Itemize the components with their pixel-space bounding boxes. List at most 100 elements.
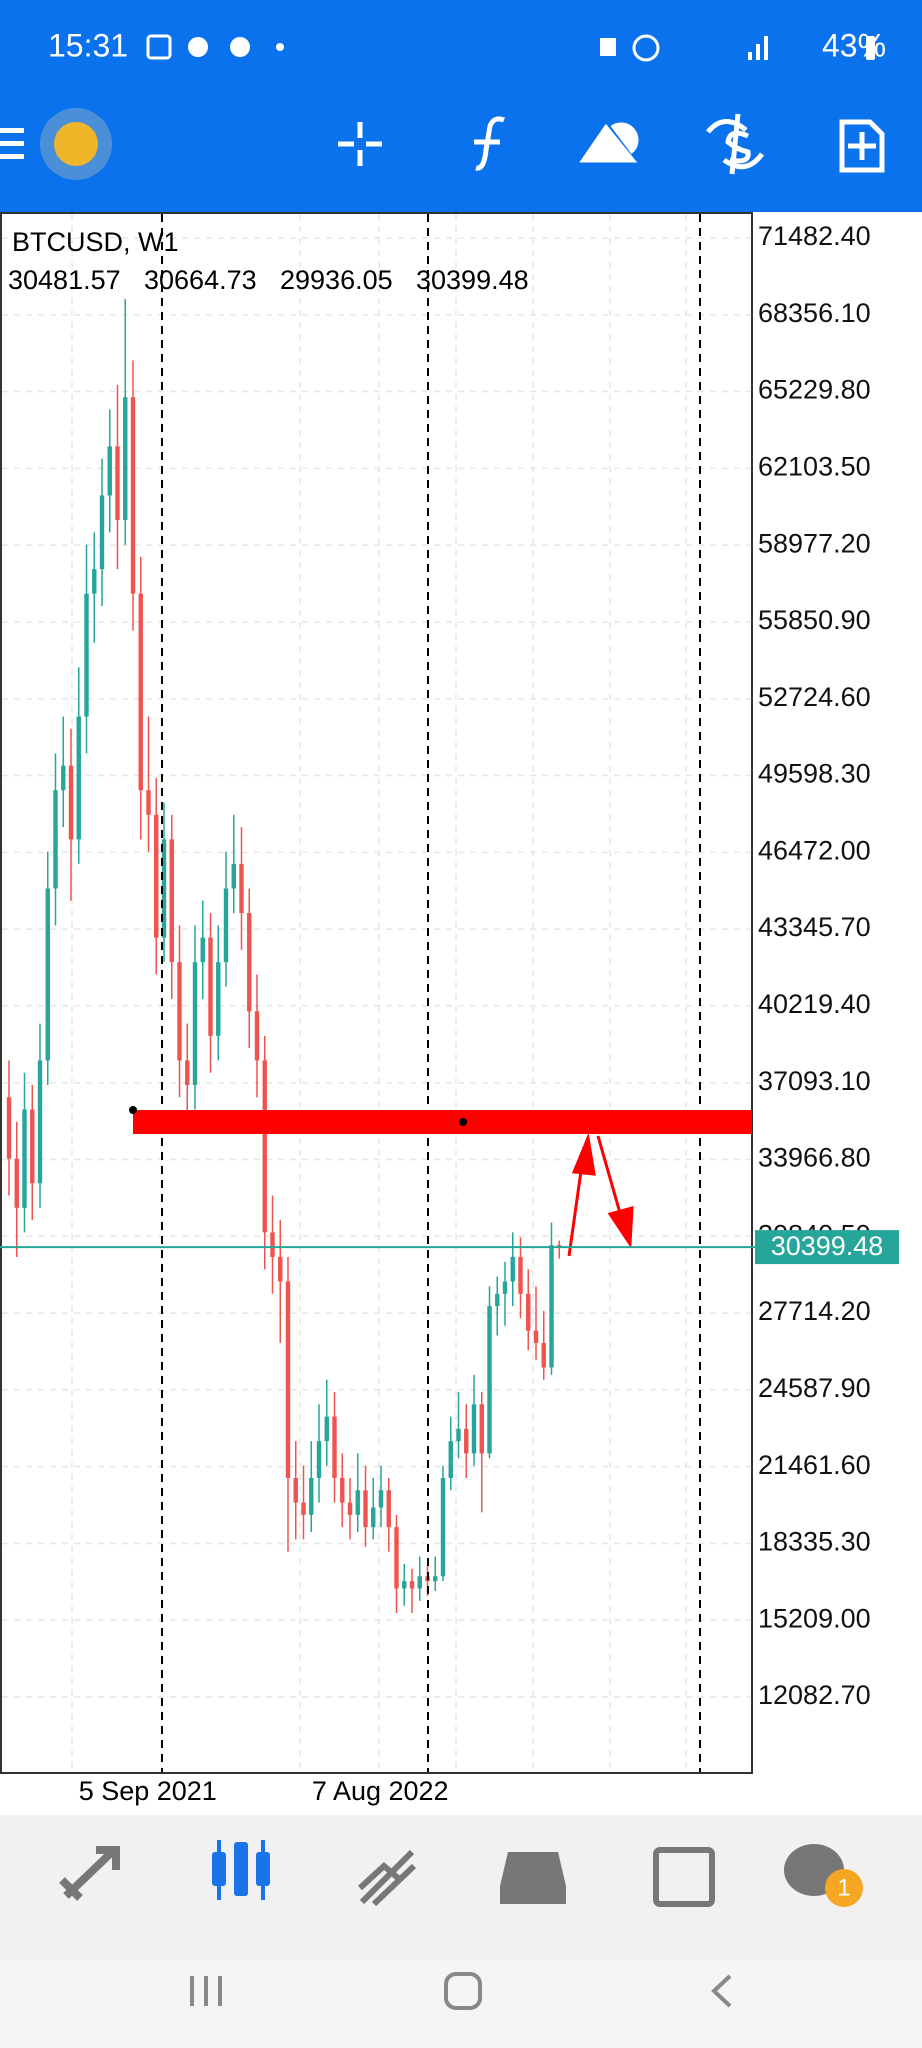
y-tick-label: 24587.90 [758,1373,871,1403]
candle-body [394,1527,399,1589]
candle-body [278,1256,283,1282]
y-tick-label: 43345.70 [758,912,871,942]
y-tick-label: 33966.80 [758,1143,871,1173]
y-tick-label: 46472.00 [758,835,871,865]
candle-body [518,1256,523,1294]
candle-body [471,1404,477,1454]
candle-body [254,1011,260,1061]
chart-frame [0,212,753,1774]
candle-body [378,1490,384,1508]
candle-body [169,839,174,963]
news-tab[interactable] [653,1847,715,1907]
x-tick-label: 5 Sep 2021 [79,1776,217,1806]
candle-body [440,1477,446,1577]
candle-body [6,1097,12,1159]
home-button[interactable] [444,1972,482,2010]
candle-body [324,1416,329,1442]
chart-info: BTCUSD, W1 30481.57 30664.73 29936.05 30399… [8,227,529,295]
system-buttons [190,1972,732,2010]
candles [6,298,562,1614]
candle-body [270,1232,275,1257]
candle-body [541,1342,546,1368]
candle-body [409,1581,415,1589]
y-tick-label: 37093.10 [758,1066,871,1096]
chart-tab[interactable] [212,1840,270,1900]
candle-body [22,1109,27,1208]
quotes-tab[interactable] [59,1846,120,1901]
candle-body [347,1502,353,1515]
period-separators [161,214,701,1772]
price-box [755,1230,899,1265]
y-axis: 71482.40 68356.10 65229.80 62103.50 58977.20… [2,221,871,1710]
candle-body [247,913,252,1012]
candle-body [495,1293,500,1307]
candle-body [30,1109,35,1184]
y-tick-label: 68356.10 [758,298,871,328]
candle-body [526,1293,531,1331]
status-battery: 43% [822,27,886,63]
candle-body [92,569,97,594]
y-tick-label: 15209.00 [758,1603,871,1633]
candle-body [216,962,221,1036]
candle-body [61,765,66,791]
objects-icon[interactable] [579,122,639,163]
candle-body [502,1281,508,1294]
candle-body [130,397,136,594]
indicator-icon[interactable] [474,116,505,171]
y-tick-label: 62103.50 [758,451,871,481]
bottom-nav-icons: 1 [59,1840,863,1907]
y-tick-label: 27714.20 [758,1296,871,1326]
y-tick-label: 49598.30 [758,759,871,789]
candle-body [53,790,58,889]
candle-body [340,1477,345,1503]
candle-body [448,1441,453,1478]
candle-body [37,1060,43,1184]
candle-body [185,1060,190,1085]
candle-body [138,593,143,791]
drawn-arrows[interactable] [567,1132,634,1257]
candle-body [417,1576,422,1589]
candle-body [146,790,151,815]
menu-icon[interactable] [0,128,24,159]
candle-body [293,1477,298,1503]
y-tick-label: 55850.90 [758,605,871,635]
candle-body [487,1306,492,1454]
candle-body [386,1490,391,1528]
new-order-icon[interactable] [839,119,885,173]
grid [71,214,687,1772]
back-button[interactable] [711,1974,732,2008]
y-tick-label: 21461.60 [758,1450,871,1480]
y-tick-label: 71482.40 [758,221,871,251]
status-icons [146,34,875,62]
drawn-zone[interactable] [133,1110,752,1134]
candle-body [285,1281,291,1478]
app-bar [0,0,922,212]
candle-body [262,1060,267,1233]
ohlc-value: 30664.73 [144,265,257,295]
recent-button[interactable] [190,1976,222,2006]
candle-body [177,962,182,1061]
candle-body [192,962,198,1085]
candle-body [231,863,236,889]
candle-body [123,397,128,521]
candle-body [76,716,81,840]
candle-body [200,937,205,963]
candle-body [456,1428,461,1442]
candle-body [84,593,89,717]
y-tick-label: 52724.60 [758,682,871,712]
candle-body [309,1477,314,1515]
trade-icon[interactable] [706,113,765,175]
candle-body [301,1502,306,1515]
crosshair-icon[interactable] [338,122,382,166]
toolbar [0,108,885,180]
candle-body [223,888,229,963]
candle-body [557,1245,562,1248]
candle-body [45,888,50,1061]
trade-tab[interactable] [357,1849,417,1907]
status-time: 15:31 [48,27,128,63]
history-tab[interactable] [500,1852,566,1904]
candle-body [115,446,120,521]
ohlc-value: 29936.05 [280,265,393,295]
